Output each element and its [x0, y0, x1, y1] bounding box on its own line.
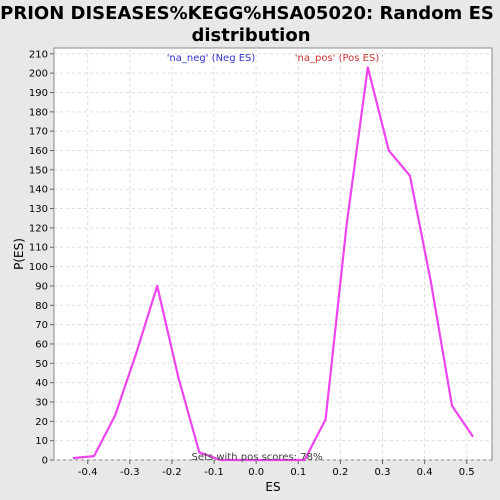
y-tick-label: 70	[35, 320, 48, 331]
y-tick-label: 40	[35, 378, 48, 389]
y-tick-label: 50	[35, 359, 48, 370]
x-tick-label: -0.4	[78, 467, 98, 478]
annotation-text: Sets with pos scores: 78%	[192, 452, 323, 463]
plot-area	[53, 47, 493, 461]
x-tick-label: 0.0	[248, 467, 264, 478]
x-tick-label: 0.4	[417, 467, 433, 478]
x-tick-label: -0.2	[162, 467, 182, 478]
x-axis-label: ES	[265, 480, 280, 494]
y-tick-label: 110	[29, 243, 48, 254]
y-tick-label: 190	[29, 88, 48, 99]
y-axis-label: P(ES)	[12, 238, 26, 270]
x-tick-label: -0.1	[204, 467, 224, 478]
y-tick-label: 140	[29, 185, 48, 196]
y-tick-label: 160	[29, 146, 48, 157]
y-tick-label: 120	[29, 223, 48, 234]
axes: 0 10 20 30 40 50 60 70 80 90 100 110 120 130 140 150 160…	[29, 49, 475, 478]
grid-lines	[54, 48, 492, 461]
y-tick-label: 100	[29, 262, 48, 273]
y-tick-label: 60	[35, 339, 48, 350]
series-line	[72, 66, 474, 462]
chart-title-line2: distribution	[191, 25, 310, 46]
y-tick-label: 150	[29, 165, 48, 176]
y-tick-label: 80	[35, 301, 48, 312]
legend-pos: 'na_pos' (Pos ES)	[295, 53, 380, 64]
chart-title-line1: PRION DISEASES%KEGG%HSA05020: Random ES	[0, 3, 494, 24]
series-layer	[72, 66, 474, 462]
y-tick-label: 90	[35, 281, 48, 292]
x-tick-label: 0.5	[459, 467, 475, 478]
y-tick-label: 130	[29, 204, 48, 215]
legend-neg: 'na_neg' (Neg ES)	[167, 53, 256, 64]
y-tick-label: 210	[29, 49, 48, 60]
x-tick-label: 0.2	[332, 467, 348, 478]
y-tick-label: 0	[42, 456, 48, 467]
y-tick-label: 170	[29, 127, 48, 138]
x-tick-label: -0.3	[120, 467, 140, 478]
y-tick-label: 30	[35, 397, 48, 408]
y-tick-label: 20	[35, 417, 48, 428]
y-tick-label: 200	[29, 69, 48, 80]
x-tick-label: 0.1	[290, 467, 306, 478]
x-tick-label: 0.3	[375, 467, 391, 478]
y-tick-label: 10	[35, 436, 48, 447]
y-tick-label: 180	[29, 107, 48, 118]
